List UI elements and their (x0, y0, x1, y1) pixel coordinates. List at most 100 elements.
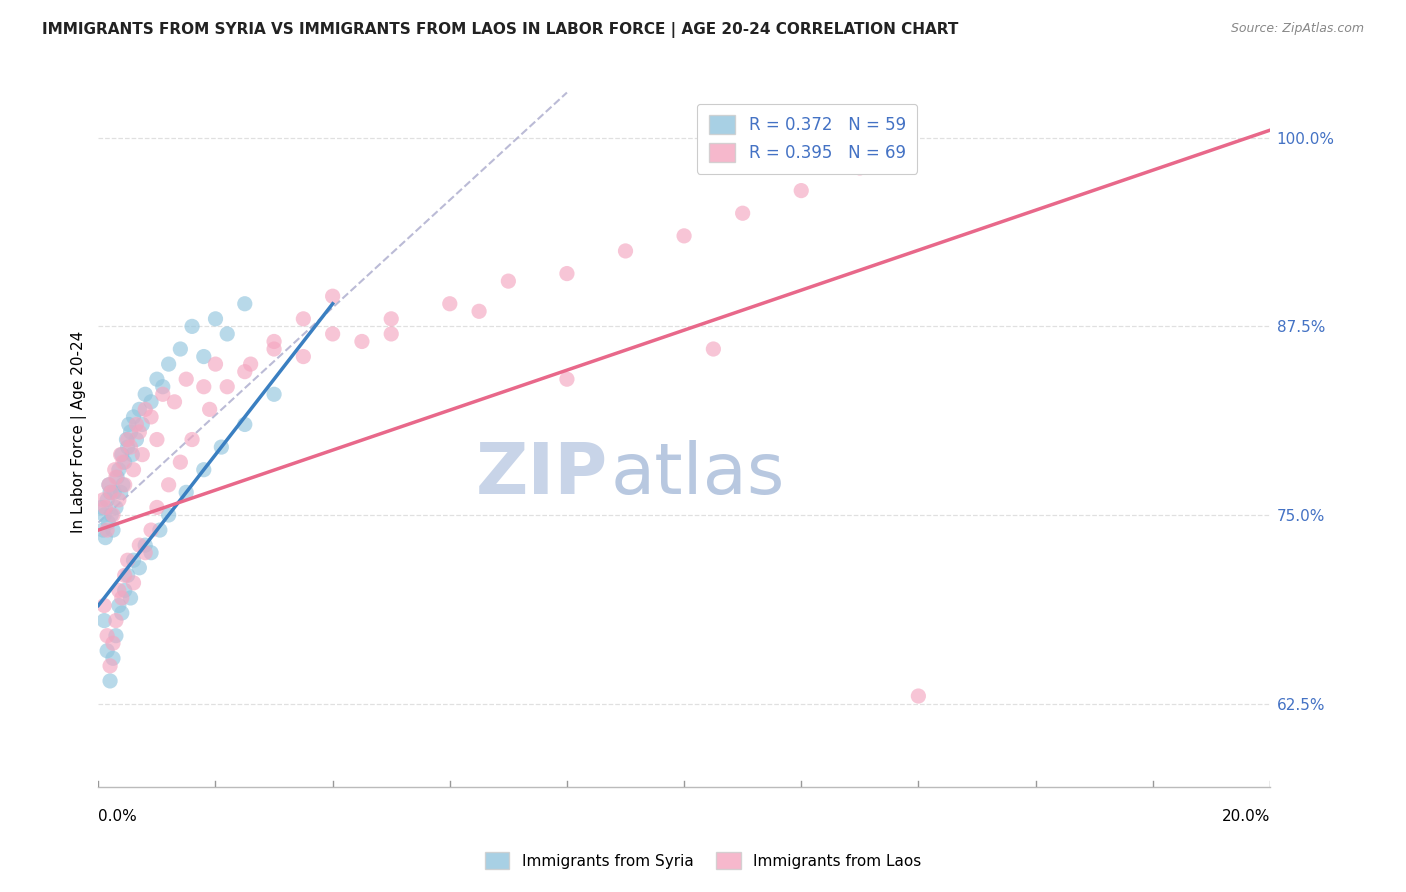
Point (131, 448, 153, 462)
Point (101, 651, 124, 665)
Point (193, 350, 215, 364)
Point (103, 485, 125, 500)
Point (114, 478, 136, 492)
Point (350, 334, 373, 349)
Point (90, 500, 112, 515)
Point (204, 311, 226, 326)
Point (139, 523, 162, 537)
Point (157, 508, 180, 522)
Point (104, 463, 127, 477)
Point (322, 289, 344, 303)
Point (104, 470, 127, 484)
Point (152, 387, 174, 401)
Point (152, 380, 174, 394)
Point (110, 448, 132, 462)
Point (117, 440, 139, 454)
Point (555, 267, 578, 281)
Text: IMMIGRANTS FROM SYRIA VS IMMIGRANTS FROM LAOS IN LABOR FORCE | AGE 20-24 CORRELA: IMMIGRANTS FROM SYRIA VS IMMIGRANTS FROM… (42, 22, 959, 38)
Point (104, 500, 127, 515)
Point (117, 553, 139, 567)
Point (111, 455, 134, 469)
Point (468, 304, 491, 318)
Point (139, 409, 162, 424)
Point (790, 184, 813, 198)
Point (702, 342, 724, 356)
Point (120, 440, 142, 454)
Point (322, 326, 344, 341)
Point (263, 342, 285, 356)
Point (146, 372, 169, 386)
Point (907, 689, 929, 703)
Point (120, 591, 142, 605)
Point (439, 297, 461, 311)
Point (104, 614, 127, 628)
Text: Source: ZipAtlas.com: Source: ZipAtlas.com (1230, 22, 1364, 36)
Point (93, 508, 115, 522)
Point (111, 606, 134, 620)
Point (122, 575, 145, 590)
Legend: R = 0.372   N = 59, R = 0.395   N = 69: R = 0.372 N = 59, R = 0.395 N = 69 (697, 103, 917, 174)
Point (134, 538, 156, 552)
Text: atlas: atlas (610, 440, 785, 509)
Text: 20.0%: 20.0% (1222, 809, 1270, 824)
Point (731, 206, 754, 220)
Point (163, 394, 186, 409)
Point (217, 326, 239, 341)
Point (97, 478, 120, 492)
Y-axis label: In Labor Force | Age 20-24: In Labor Force | Age 20-24 (72, 331, 87, 533)
Point (233, 365, 256, 379)
Point (139, 394, 162, 409)
Point (181, 433, 204, 447)
Point (101, 636, 124, 650)
Point (101, 508, 124, 522)
Point (204, 357, 226, 371)
Point (125, 433, 148, 447)
Point (263, 387, 285, 401)
Point (131, 417, 153, 432)
Point (114, 583, 136, 598)
Point (263, 334, 285, 349)
Point (108, 599, 131, 613)
Point (114, 455, 136, 469)
Point (169, 342, 191, 356)
Point (139, 546, 162, 560)
Point (121, 448, 143, 462)
Point (122, 553, 145, 567)
Point (233, 417, 256, 432)
Point (111, 448, 134, 462)
Point (96, 629, 118, 643)
Point (181, 319, 204, 334)
Point (120, 425, 142, 439)
Point (128, 561, 150, 575)
Point (93, 599, 115, 613)
Point (134, 402, 156, 417)
Point (104, 629, 127, 643)
Point (149, 523, 172, 537)
Point (122, 463, 145, 477)
Point (146, 500, 169, 515)
Text: 0.0%: 0.0% (98, 809, 138, 824)
Point (239, 357, 262, 371)
Point (108, 463, 131, 477)
Point (498, 274, 520, 288)
Point (93, 614, 115, 628)
Point (105, 470, 128, 484)
Point (157, 357, 180, 371)
Point (96, 644, 118, 658)
Point (101, 523, 124, 537)
Point (174, 485, 197, 500)
Point (91, 492, 114, 507)
Point (614, 244, 637, 258)
Point (217, 380, 239, 394)
Point (673, 228, 696, 243)
Point (111, 478, 134, 492)
Point (98, 673, 121, 688)
Point (134, 387, 156, 401)
Point (108, 583, 131, 598)
Point (108, 492, 131, 507)
Point (169, 455, 191, 469)
Point (94, 500, 117, 515)
Point (96, 523, 118, 537)
Point (115, 433, 138, 447)
Legend: Immigrants from Syria, Immigrants from Laos: Immigrants from Syria, Immigrants from L… (479, 846, 927, 875)
